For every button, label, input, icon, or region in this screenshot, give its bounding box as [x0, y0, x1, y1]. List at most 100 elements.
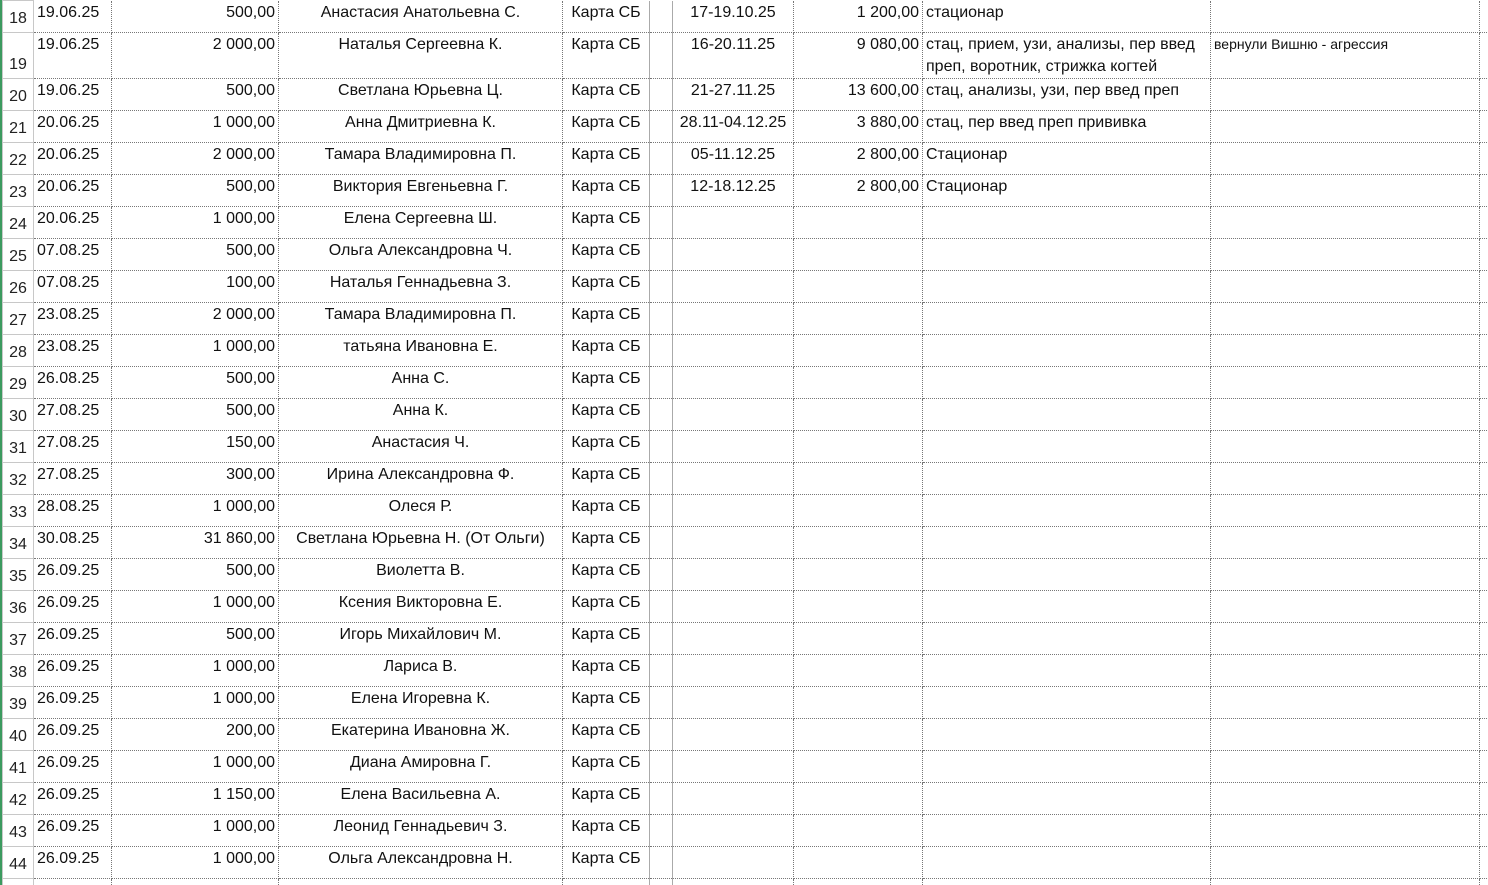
- period-cell: [672, 718, 794, 751]
- payment-cell: Карта СБ: [562, 494, 650, 527]
- sheet-row: 30 27.08.25 500,00 Анна К. Карта СБ: [2, 398, 1488, 431]
- sum-cell: [793, 590, 923, 623]
- period-cell: [672, 654, 794, 687]
- name-cell: Анна К.: [278, 398, 563, 431]
- gap-cell: [649, 654, 673, 687]
- row-number: 27: [2, 302, 34, 335]
- period-cell: [672, 270, 794, 303]
- sheet-row: 20 19.06.25 500,00 Светлана Юрьевна Ц. Карта…: [2, 78, 1488, 111]
- description-cell: [922, 558, 1211, 591]
- amount-cell: 150,00: [111, 430, 279, 463]
- sum-cell: [793, 270, 923, 303]
- date-cell: 20.06.25: [33, 110, 112, 143]
- name-cell: Ксения Викторовна Е.: [278, 590, 563, 623]
- sheet-row: 23 20.06.25 500,00 Виктория Евгеньевна Г. Ка…: [2, 174, 1488, 207]
- period-cell: [672, 302, 794, 335]
- amount-cell: 500,00: [111, 366, 279, 399]
- sum-cell: [793, 750, 923, 783]
- sheet-row: 38 26.09.25 1 000,00 Лариса В. Карта СБ: [2, 654, 1488, 687]
- period-cell: [672, 622, 794, 655]
- name-cell: Виктория Евгеньевна Г.: [278, 174, 563, 207]
- note-cell: [1210, 270, 1480, 303]
- payment-cell: Карта СБ: [562, 78, 650, 111]
- date-cell: 30.08.25: [33, 526, 112, 559]
- gap-cell: [649, 590, 673, 623]
- gap-cell: [649, 686, 673, 719]
- note-cell: [1210, 814, 1480, 847]
- sum-cell: 9 080,00: [793, 32, 923, 79]
- gap-cell: [649, 622, 673, 655]
- sheet-row: 42 26.09.25 1 150,00 Елена Васильевна А. Кар…: [2, 782, 1488, 815]
- date-cell: 26.08.25: [33, 366, 112, 399]
- description-cell: стац, пер введ преп прививка: [922, 110, 1211, 143]
- date-cell: 26.09.25: [33, 622, 112, 655]
- period-cell: [672, 558, 794, 591]
- payment-cell: Карта СБ: [562, 782, 650, 815]
- row-number: 18: [2, 0, 34, 33]
- row-number: 40: [2, 718, 34, 751]
- period-cell: 16-20.11.25: [672, 32, 794, 79]
- empty-cell: [1479, 558, 1488, 591]
- date-cell: 26.09.25: [33, 558, 112, 591]
- empty-cell: [1479, 846, 1488, 879]
- gap-cell: [649, 302, 673, 335]
- description-cell: [922, 334, 1211, 367]
- row-number: 23: [2, 174, 34, 207]
- payment-cell: Карта СБ: [562, 206, 650, 239]
- row-number: 37: [2, 622, 34, 655]
- row-number: 43: [2, 814, 34, 847]
- name-cell: Наталья Сергеевна К.: [278, 32, 563, 79]
- empty-cell: [1479, 0, 1488, 33]
- date-cell: 27.08.25: [33, 462, 112, 495]
- amount-cell: 1 000,00: [111, 814, 279, 847]
- sheet-row: 29 26.08.25 500,00 Анна С. Карта СБ: [2, 366, 1488, 399]
- sum-cell: [793, 366, 923, 399]
- sum-cell: [793, 846, 923, 879]
- period-cell: [672, 334, 794, 367]
- amount-cell: 500,00: [111, 622, 279, 655]
- date-cell: 27.08.25: [33, 430, 112, 463]
- empty-cell: [1479, 878, 1488, 885]
- payment-cell: Карта СБ: [562, 718, 650, 751]
- name-cell: Елена Васильевна А.: [278, 782, 563, 815]
- sum-cell: [793, 462, 923, 495]
- date-cell: 23.08.25: [33, 334, 112, 367]
- note-cell: [1210, 622, 1480, 655]
- note-cell: [1210, 110, 1480, 143]
- date-cell: 28.08.25: [33, 494, 112, 527]
- period-cell: [672, 526, 794, 559]
- description-cell: [922, 590, 1211, 623]
- amount-cell: 500,00: [111, 0, 279, 33]
- amount-cell: 31 860,00: [111, 526, 279, 559]
- description-cell: стац, прием, узи, анализы, пер введ преп…: [922, 32, 1211, 79]
- name-cell: Тамара Владимировна П.: [278, 302, 563, 335]
- empty-cell: [1479, 174, 1488, 207]
- empty-cell: [1479, 302, 1488, 335]
- sum-cell: [793, 654, 923, 687]
- period-cell: [672, 782, 794, 815]
- payment-cell: Карта СБ: [562, 0, 650, 33]
- sheet-row: 41 26.09.25 1 000,00 Диана Амировна Г. Карта…: [2, 750, 1488, 783]
- description-cell: [922, 366, 1211, 399]
- empty-cell: [1479, 430, 1488, 463]
- amount-cell: 500,00: [111, 78, 279, 111]
- sum-cell: [793, 718, 923, 751]
- name-cell: Елена Игоревна К.: [278, 686, 563, 719]
- row-number: 22: [2, 142, 34, 175]
- amount-cell: 500,00: [111, 398, 279, 431]
- description-cell: [922, 462, 1211, 495]
- row-number: 21: [2, 110, 34, 143]
- date-cell: 23.08.25: [33, 302, 112, 335]
- name-cell: Тамара Владимировна П.: [278, 142, 563, 175]
- date-cell: 26.09.25: [33, 654, 112, 687]
- gap-cell: [649, 750, 673, 783]
- row-number: 38: [2, 654, 34, 687]
- row-number: 29: [2, 366, 34, 399]
- payment-cell: Карта СБ: [562, 526, 650, 559]
- period-cell: [672, 814, 794, 847]
- note-cell: [1210, 174, 1480, 207]
- note-cell: [1210, 0, 1480, 33]
- name-cell: Анна С.: [278, 366, 563, 399]
- empty-cell: [1479, 718, 1488, 751]
